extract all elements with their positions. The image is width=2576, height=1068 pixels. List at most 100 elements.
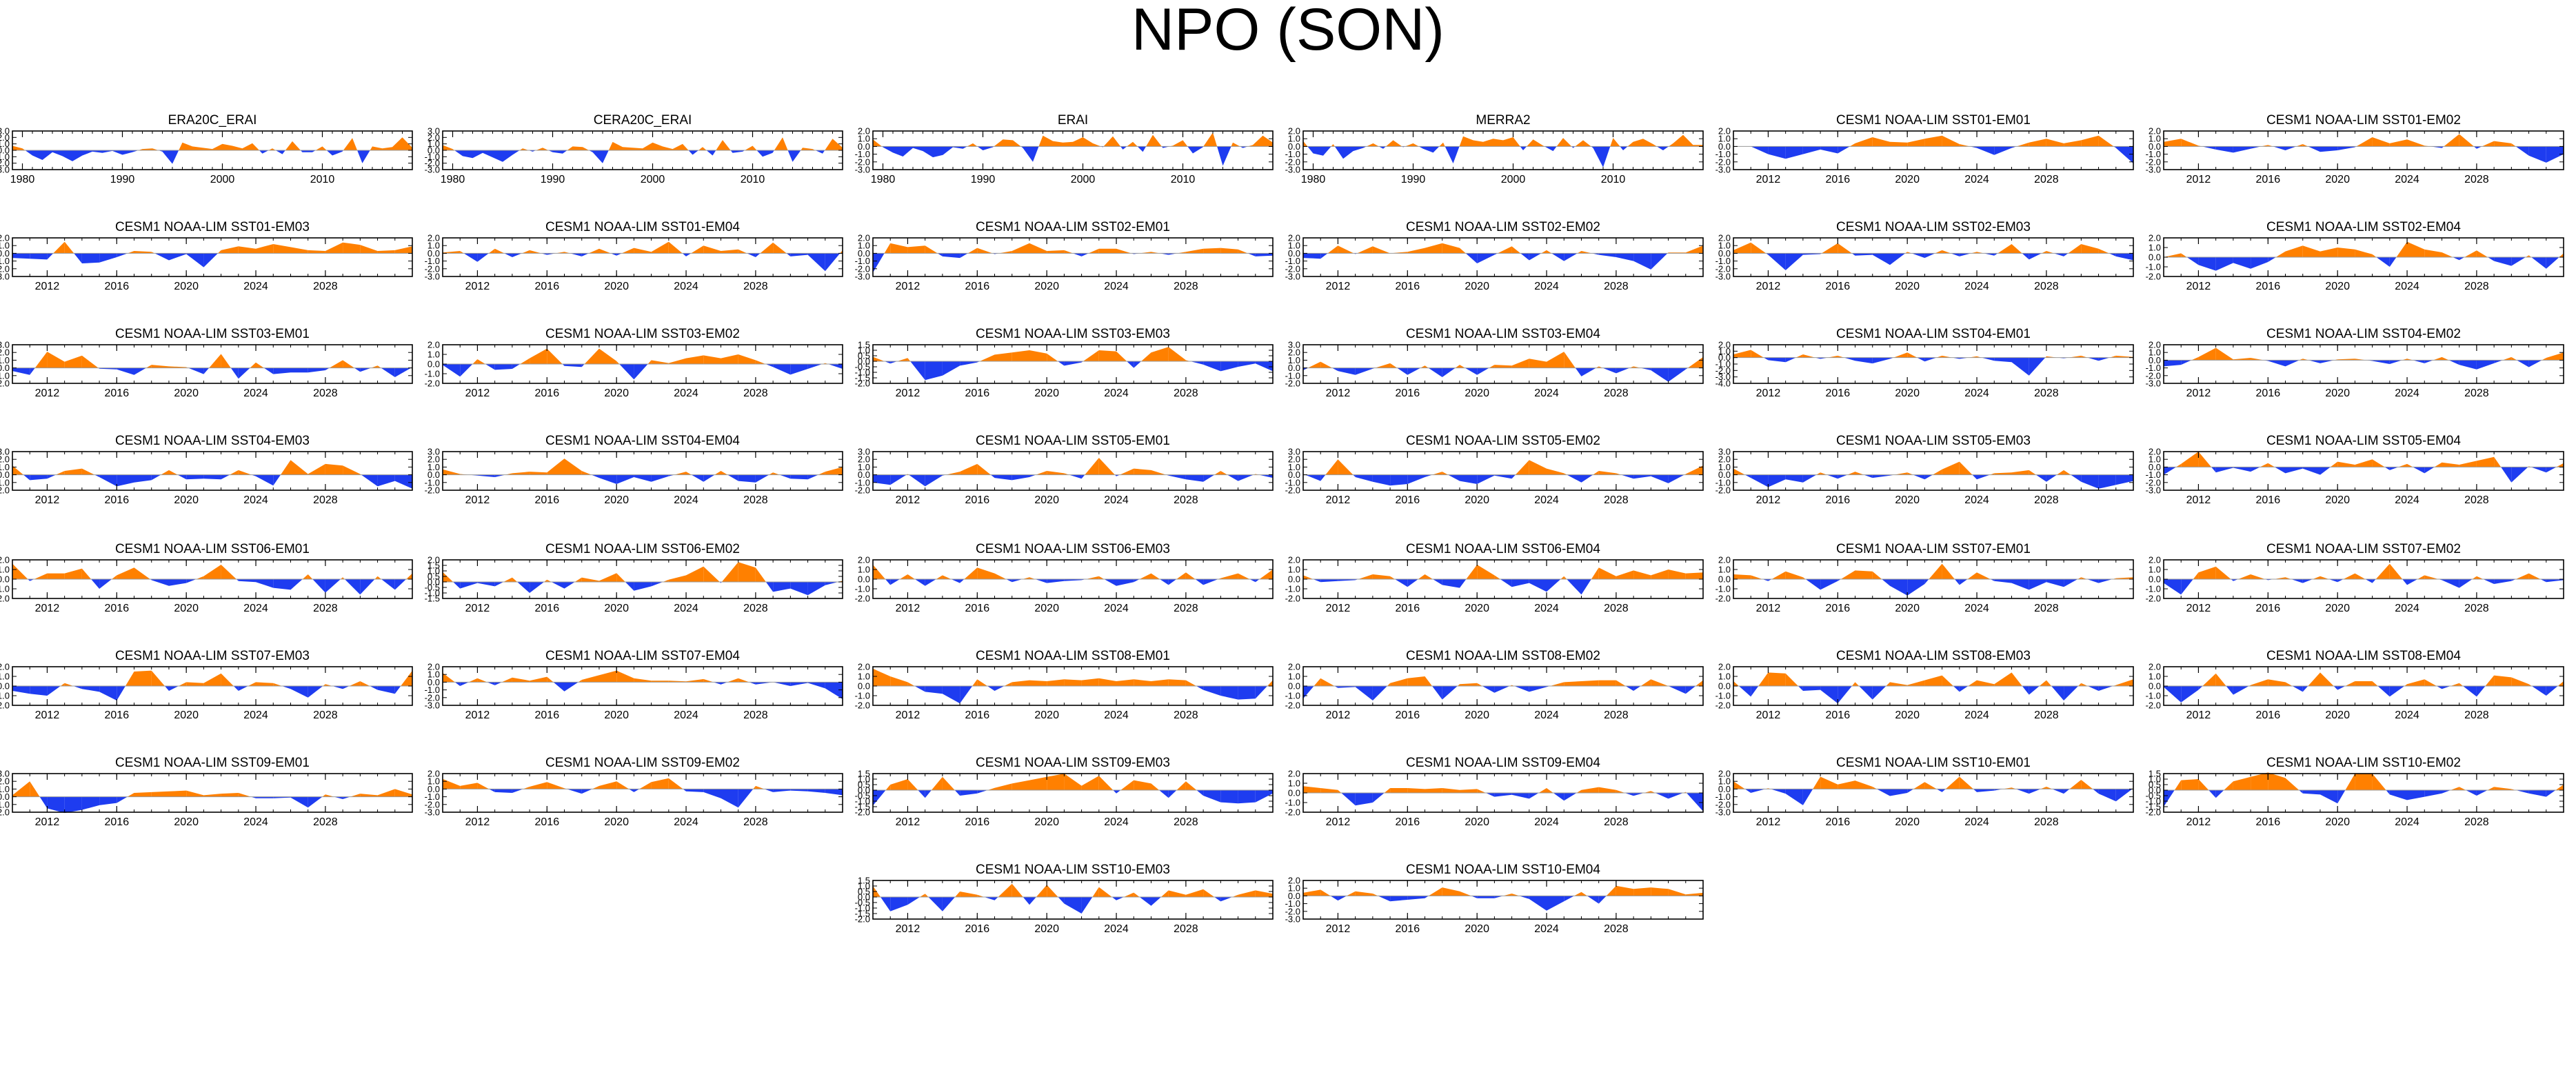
negative-area [1465, 367, 1478, 375]
x-tick-label: 2020 [1895, 281, 1920, 292]
x-tick-label: 2016 [1826, 494, 1851, 506]
positive-area [2451, 683, 2459, 686]
positive-area [1047, 774, 1065, 790]
positive-area [2433, 356, 2442, 361]
negative-area [749, 682, 756, 685]
positive-area [721, 354, 738, 364]
x-tick-label: 2016 [535, 387, 560, 399]
y-tick-label: -1.0 [855, 256, 870, 266]
negative-area [203, 367, 210, 374]
positive-area [443, 572, 454, 582]
x-tick-label: 2024 [2395, 709, 2419, 721]
positive-area [360, 794, 378, 797]
positive-area [668, 241, 683, 254]
positive-area [2434, 462, 2442, 467]
negative-area [688, 150, 693, 155]
positive-area [972, 679, 978, 686]
negative-area [960, 579, 965, 583]
positive-area [994, 352, 1012, 361]
positive-area [34, 573, 48, 579]
positive-area [1043, 135, 1053, 147]
y-tick-label: -3.0 [1285, 272, 1300, 282]
negative-area [2215, 257, 2233, 271]
x-tick-label: 2016 [965, 387, 990, 399]
y-tick-label: -2.0 [1285, 807, 1300, 818]
negative-area [1685, 686, 1696, 694]
positive-area [2029, 139, 2046, 147]
y-tick-label: -2.0 [855, 594, 870, 604]
negative-area [1859, 686, 1873, 700]
negative-area [1442, 686, 1458, 700]
positive-area [443, 145, 453, 150]
positive-area [203, 565, 221, 579]
negative-area [132, 150, 139, 152]
positive-area [248, 682, 256, 686]
positive-area [2355, 573, 2366, 579]
positive-area [890, 779, 908, 790]
y-tick-label: -1.0 [1285, 477, 1300, 487]
plot-frame [1302, 344, 1704, 384]
negative-area [807, 253, 825, 272]
positive-area [574, 577, 582, 582]
negative-area [1334, 686, 1338, 688]
panel-title: CESM1 NOAA-LIM SST04-EM04 [545, 434, 740, 448]
positive-area [12, 781, 30, 797]
positive-area [884, 243, 891, 254]
negative-area [1951, 253, 1960, 256]
positive-area [202, 148, 212, 150]
positive-area [2285, 682, 2293, 686]
y-tick-label: -2.0 [1715, 263, 1731, 274]
x-tick-label: 2024 [674, 709, 698, 721]
positive-area [703, 355, 721, 364]
positive-area [1827, 355, 1838, 358]
y-tick-label: 0.0 [858, 141, 870, 152]
y-tick-label: 0.0 [0, 574, 10, 585]
positive-area [581, 675, 599, 683]
positive-area [273, 683, 282, 686]
y-tick-label: 2.0 [858, 662, 870, 672]
positive-area [1460, 789, 1478, 793]
positive-area [1327, 245, 1338, 254]
negative-area [1160, 579, 1169, 585]
positive-area [1220, 471, 1227, 475]
negative-area [1465, 253, 1478, 263]
negative-area [2292, 686, 2303, 692]
y-tick-label: -2.0 [1285, 701, 1300, 711]
positive-area [30, 781, 40, 797]
y-tick-label: -3.0 [855, 165, 870, 175]
x-tick-label: 2024 [1534, 709, 1559, 721]
y-tick-label: -2.0 [2146, 157, 2161, 167]
x-tick-label: 2016 [105, 494, 130, 506]
positive-area [2542, 358, 2546, 361]
panel-title: CESM1 NOAA-LIM SST03-EM01 [115, 327, 310, 341]
negative-area [1768, 474, 1786, 487]
positive-area [273, 244, 291, 254]
positive-area [721, 471, 728, 475]
positive-area [302, 574, 308, 579]
positive-area [1477, 565, 1495, 579]
x-tick-label: 2016 [2256, 709, 2281, 721]
negative-area [12, 253, 30, 259]
x-tick-label: 2012 [896, 603, 920, 614]
positive-area [60, 683, 65, 686]
negative-area [890, 474, 907, 485]
negative-area [2476, 146, 2482, 149]
panel: CESM1 NOAA-LIM SST05-EM033.02.01.00.0-1.… [1715, 434, 2134, 506]
y-tick-label: -2.0 [2146, 477, 2161, 487]
panel: CESM1 NOAA-LIM SST10-EM012.01.00.0-1.0-2… [1715, 756, 2134, 828]
panel-title: CESM1 NOAA-LIM SST09-EM04 [1406, 756, 1600, 770]
x-tick-label: 2020 [1465, 387, 1489, 399]
y-tick-label: -3.0 [1715, 272, 1731, 282]
positive-area [832, 139, 843, 150]
y-tick-label: 1.5 [858, 340, 870, 350]
positive-area [1577, 251, 1582, 254]
negative-area [943, 146, 953, 155]
negative-area [730, 150, 733, 153]
y-tick-label: -1.0 [1285, 798, 1300, 808]
negative-area [581, 253, 589, 256]
negative-area [2528, 360, 2542, 367]
positive-area [1432, 472, 1442, 475]
negative-area [2115, 146, 2133, 163]
negative-area [634, 582, 652, 591]
x-tick-label: 2024 [1534, 387, 1559, 399]
